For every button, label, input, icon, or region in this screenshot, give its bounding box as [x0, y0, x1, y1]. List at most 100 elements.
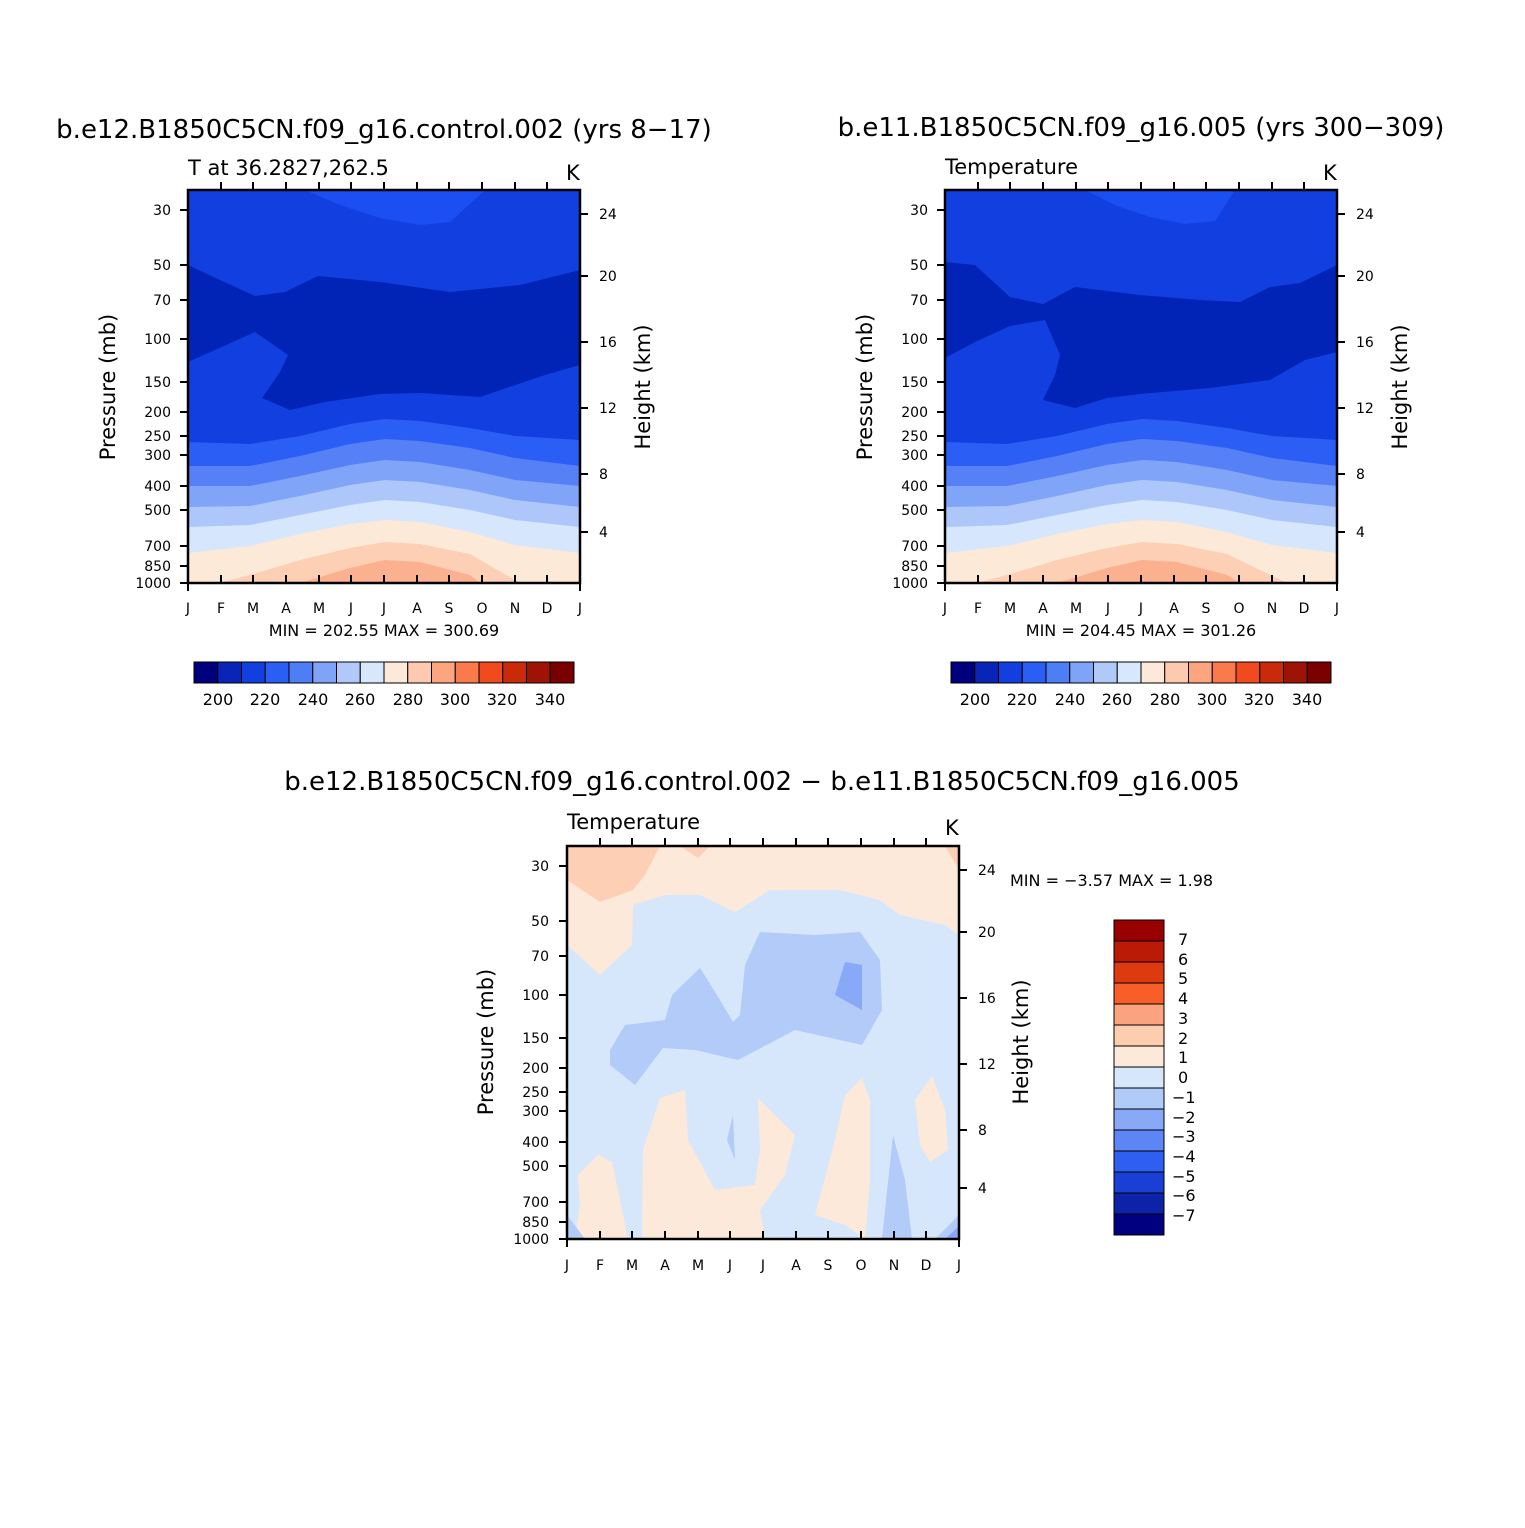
- colorbar-label: −2: [1172, 1108, 1196, 1127]
- colorbar-swatch: [1211, 661, 1237, 684]
- pressure-tick-label: 100: [901, 332, 928, 348]
- pressure-tick-label: 700: [144, 539, 171, 555]
- min-max-label: MIN = 202.55 MAX = 300.69: [269, 621, 499, 640]
- colorbar-label: 220: [250, 690, 281, 709]
- pressure-tick-label: 300: [901, 448, 928, 464]
- band-top-light: [305, 190, 485, 225]
- colorbar-swatch: [1113, 1045, 1165, 1068]
- colorbar-swatch: [549, 661, 575, 684]
- contour-field: [567, 846, 959, 1239]
- colorbar-label: 2: [1178, 1029, 1188, 1048]
- colorbar-swatch: [1113, 982, 1165, 1005]
- height-tick-label: 8: [599, 467, 608, 483]
- x-tick-label: M: [247, 601, 259, 617]
- x-tick-label: M: [313, 601, 325, 617]
- y-axis-title: Pressure (mb): [96, 314, 120, 461]
- band-neg-low-3: [567, 1215, 585, 1239]
- panel-title: b.e12.B1850C5CN.f09_g16.control.002 (yrs…: [56, 115, 712, 145]
- panel-top-left: b.e12.B1850C5CN.f09_g16.control.002 (yrs…: [56, 115, 712, 709]
- colorbar-label: 4: [1178, 989, 1188, 1008]
- panel-title: b.e12.B1850C5CN.f09_g16.control.002 − b.…: [284, 767, 1240, 797]
- x-tick-label: A: [660, 1258, 670, 1274]
- height-tick-label: 4: [1356, 525, 1365, 541]
- pressure-tick-label: 70: [531, 949, 549, 965]
- pressure-tick-label: 70: [153, 293, 171, 309]
- colorbar-swatch: [431, 661, 456, 684]
- colorbar-label: 220: [1007, 690, 1038, 709]
- pressure-tick-label: 850: [901, 559, 928, 575]
- colorbar-label: 200: [203, 690, 234, 709]
- colorbar-swatch: [974, 661, 999, 684]
- band-7: [300, 560, 480, 583]
- colorbar-swatch: [950, 661, 976, 684]
- x-tick-label: J: [727, 1258, 732, 1274]
- x-tick-label: J: [1138, 601, 1143, 617]
- pressure-tick-label: 300: [522, 1104, 549, 1120]
- x-tick-label: J: [185, 601, 190, 617]
- colorbar-swatch: [1113, 919, 1165, 942]
- colorbar-swatch: [193, 661, 219, 684]
- pressure-tick-label: 400: [901, 479, 928, 495]
- colorbar-swatches: [1113, 919, 1165, 1236]
- ticks: [937, 182, 1345, 591]
- band-pos-top-strong: [567, 846, 660, 902]
- colorbar-swatch: [478, 661, 504, 684]
- colorbar-swatches: [193, 661, 575, 684]
- band-pos-top: [567, 846, 959, 975]
- x-tick-label: D: [1299, 601, 1310, 617]
- panel-title: b.e11.B1850C5CN.f09_g16.005 (yrs 300−309…: [838, 113, 1445, 143]
- x-tick-label: J: [1334, 601, 1339, 617]
- colorbar-swatch: [1235, 661, 1261, 684]
- colorbar-label: 300: [1197, 690, 1228, 709]
- height-tick-label: 20: [978, 925, 996, 941]
- pressure-tick-label: 150: [522, 1031, 549, 1047]
- x-tick-label: S: [445, 601, 454, 617]
- x-tick-label: S: [824, 1258, 833, 1274]
- colorbar-swatches: [950, 661, 1332, 684]
- colorbar-label: −3: [1172, 1127, 1196, 1146]
- colorbar-swatch: [1045, 661, 1071, 684]
- colorbar-swatch: [1113, 1150, 1165, 1173]
- colorbar-label: 320: [1244, 690, 1275, 709]
- band-pos-low-1: [575, 1155, 628, 1239]
- band-pos-low-4: [915, 1076, 948, 1162]
- colorbar-label: 6: [1178, 950, 1188, 969]
- height-tick-label: 4: [978, 1181, 987, 1197]
- colorbar: 200 220 240 260 280 300 320 340: [950, 661, 1332, 709]
- colorbar-label: 340: [535, 690, 566, 709]
- colorbar-label: 340: [1292, 690, 1323, 709]
- pressure-tick-label: 500: [901, 503, 928, 519]
- colorbar-swatch: [312, 661, 337, 684]
- colorbar-swatch: [1113, 1129, 1165, 1152]
- colorbar-swatch: [1069, 661, 1094, 684]
- band-neg-low-5: [945, 1226, 959, 1239]
- units-label: K: [945, 816, 960, 840]
- pressure-tick-label: 100: [522, 988, 549, 1004]
- x-axis: J F M A M J J A S O N D J: [942, 601, 1339, 617]
- x-tick-label: N: [510, 601, 520, 617]
- colorbar-swatch: [526, 661, 551, 684]
- x-tick-label: F: [974, 601, 982, 617]
- x-tick-label: D: [921, 1258, 932, 1274]
- height-tick-label: 16: [978, 991, 996, 1007]
- colorbar-label: 300: [440, 690, 471, 709]
- band-neg-low-2: [882, 1135, 912, 1239]
- x-tick-label: O: [855, 1258, 866, 1274]
- pressure-tick-label: 250: [522, 1085, 549, 1101]
- panel-subtitle: Temperature: [944, 155, 1078, 179]
- pressure-tick-label: 500: [522, 1159, 549, 1175]
- pressure-tick-label: 30: [531, 859, 549, 875]
- pressure-tick-label: 50: [153, 258, 171, 274]
- y2-axis-title: Height (km): [1009, 979, 1033, 1104]
- colorbar-label: −4: [1172, 1147, 1196, 1166]
- band-cold-core: [188, 265, 580, 410]
- x-tick-label: M: [626, 1258, 638, 1274]
- height-tick-label: 20: [599, 269, 617, 285]
- pressure-tick-label: 250: [901, 429, 928, 445]
- band-pos-low-3: [815, 1078, 870, 1239]
- colorbar-swatch: [1113, 1003, 1165, 1026]
- ticks: [559, 838, 967, 1247]
- height-tick-label: 8: [978, 1123, 987, 1139]
- pressure-tick-label: 30: [153, 203, 171, 219]
